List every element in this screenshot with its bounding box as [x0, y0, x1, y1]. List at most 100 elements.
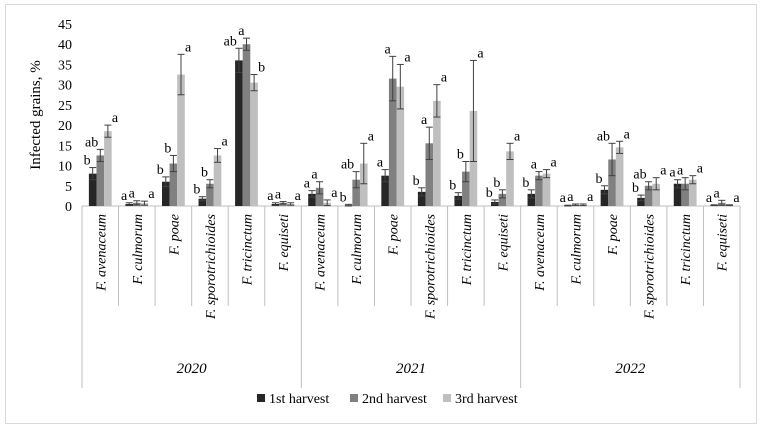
y-tick-label: 10	[58, 160, 72, 175]
significance-letter: a	[477, 46, 484, 61]
bar	[198, 198, 207, 206]
bar	[644, 185, 653, 206]
category-label: F. poae	[167, 214, 182, 256]
significance-letter: a	[304, 177, 311, 192]
category-label: F. equiseti	[277, 214, 292, 272]
significance-letter: a	[421, 113, 428, 128]
significance-letter: a	[222, 135, 229, 150]
category-label: F. poae	[606, 214, 621, 256]
significance-letter: a	[514, 129, 521, 144]
bar	[242, 44, 251, 206]
significance-letter: ab	[341, 158, 354, 173]
significance-letter: b	[493, 176, 500, 191]
bar	[308, 193, 316, 206]
significance-letter: b	[157, 163, 164, 178]
significance-letter: a	[121, 189, 128, 204]
significance-letter: b	[449, 179, 456, 194]
category-label: F. tricinctum	[679, 214, 694, 286]
bar	[535, 175, 543, 206]
bar	[206, 183, 214, 206]
category-label: F. equiseti	[496, 214, 511, 272]
category-label: F. sporotrichioides	[204, 213, 219, 320]
bar	[673, 183, 682, 206]
chart-frame	[5, 4, 757, 424]
bar	[688, 179, 697, 206]
significance-letter: a	[531, 158, 538, 173]
bar	[542, 173, 551, 206]
bar	[462, 171, 470, 206]
y-tick-label: 0	[65, 200, 72, 215]
bar	[652, 183, 661, 206]
bar	[396, 86, 405, 206]
significance-letter: a	[267, 189, 274, 204]
significance-letter: a	[148, 187, 155, 202]
legend-swatch	[443, 394, 451, 402]
category-label: F. avenaceum	[94, 214, 109, 292]
significance-letter: a	[733, 191, 740, 206]
bar	[96, 155, 105, 206]
significance-letter: b	[632, 181, 639, 196]
bar	[417, 191, 426, 206]
significance-letter: a	[368, 129, 375, 144]
significance-letter: a	[697, 162, 704, 177]
category-label: F. culmorum	[131, 214, 146, 286]
bar	[235, 60, 243, 207]
legend-swatch	[350, 394, 358, 402]
significance-letter: a	[404, 50, 411, 65]
y-axis-label: Infected grains, %	[28, 60, 44, 170]
bar	[433, 100, 441, 206]
significance-letter: a	[624, 127, 631, 142]
significance-letter: a	[275, 188, 282, 203]
significance-letter: a	[669, 166, 676, 181]
significance-letter: ab	[85, 135, 98, 150]
bar	[600, 189, 609, 206]
significance-letter: a	[714, 186, 721, 201]
significance-letter: a	[311, 168, 318, 183]
category-label: F. equiseti	[716, 214, 731, 272]
bar	[608, 159, 616, 206]
significance-letter: a	[677, 164, 684, 179]
significance-letter: b	[486, 186, 493, 201]
y-tick-label: 45	[58, 18, 72, 33]
significance-letter: b	[595, 172, 602, 187]
year-label: 2021	[396, 361, 426, 377]
significance-letter: a	[660, 164, 667, 179]
significance-letter: a	[706, 191, 713, 206]
significance-letter: a	[560, 191, 567, 206]
category-label: F. avenaceum	[314, 214, 329, 292]
significance-letter: b	[340, 190, 347, 205]
y-tick-label: 5	[65, 180, 72, 195]
significance-letter: a	[441, 71, 448, 86]
category-label: F. sporotrichioides	[423, 213, 438, 320]
bar	[498, 193, 507, 206]
significance-letter: b	[201, 166, 208, 181]
significance-letter: a	[112, 111, 119, 126]
significance-letter: b	[258, 61, 265, 76]
y-tick-label: 30	[58, 79, 72, 94]
year-label: 2020	[177, 361, 208, 377]
significance-letter: a	[295, 189, 302, 204]
bar	[169, 163, 178, 206]
category-label: F. avenaceum	[533, 214, 548, 292]
y-tick-label: 25	[58, 99, 72, 114]
significance-letter: a	[567, 190, 574, 205]
significance-letter: a	[377, 156, 384, 171]
significance-letter: a	[238, 24, 245, 39]
y-tick-label: 20	[58, 119, 72, 134]
significance-letter: b	[193, 183, 200, 198]
bar	[615, 147, 624, 206]
bar	[388, 78, 397, 206]
bar	[506, 151, 514, 206]
significance-letter: a	[385, 42, 392, 57]
bar	[104, 131, 112, 206]
significance-letter: ab	[633, 168, 646, 183]
significance-letter: b	[84, 154, 91, 169]
bar	[352, 179, 360, 206]
bar	[527, 193, 536, 206]
bar	[250, 82, 258, 206]
y-tick-label: 15	[58, 139, 72, 154]
category-label: F. culmorum	[350, 214, 365, 286]
legend-label: 2nd harvest	[362, 392, 427, 407]
significance-letter: b	[413, 174, 420, 189]
